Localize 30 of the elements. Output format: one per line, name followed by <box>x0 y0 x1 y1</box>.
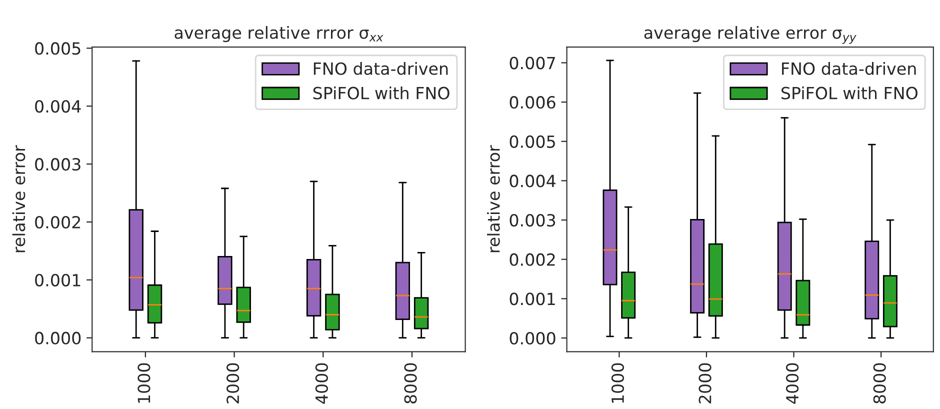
y-tick-label: 0.005 <box>510 135 555 148</box>
y-axis-title: relative error <box>12 145 26 252</box>
chart-title: average relative error σ$_{yy}$ <box>644 26 856 44</box>
legend-label: SPiFOL with FNO <box>313 86 450 100</box>
x-tick-label: 1000 <box>138 363 150 403</box>
y-tick-label: 0.001 <box>35 274 80 286</box>
legend-label: SPiFOL with FNO <box>782 86 918 100</box>
x-tick-label: 4000 <box>786 363 799 404</box>
y-tick-label: 0.006 <box>510 96 556 109</box>
chart-title: average relative rrror σ$_{xx}$ <box>174 26 384 42</box>
x-tick-label: 1000 <box>611 363 624 403</box>
y-tick-label: 0.002 <box>35 216 80 229</box>
x-tick-label: 2000 <box>698 363 712 404</box>
y-axis-title: relative error <box>487 145 500 252</box>
x-tick-label: 4000 <box>315 363 328 404</box>
y-tick-label: 0.002 <box>510 253 555 266</box>
x-tick-label: 2000 <box>226 363 240 404</box>
y-tick-label: 0.001 <box>510 292 555 306</box>
y-tick-label: 0.000 <box>510 332 556 345</box>
x-tick-label: 8000 <box>873 363 886 404</box>
y-tick-label: 0.007 <box>510 56 555 70</box>
y-tick-label: 0.004 <box>510 174 556 188</box>
y-tick-label: 0.004 <box>35 100 81 113</box>
legend-label: FNO data-driven <box>782 62 916 75</box>
y-tick-label: 0.003 <box>35 158 80 171</box>
y-tick-label: 0.003 <box>510 214 556 227</box>
y-tick-label: 0.005 <box>35 42 80 55</box>
y-tick-label: 0.000 <box>35 332 81 344</box>
x-tick-label: 8000 <box>404 363 417 404</box>
legend-label: FNO data-driven <box>314 62 448 75</box>
